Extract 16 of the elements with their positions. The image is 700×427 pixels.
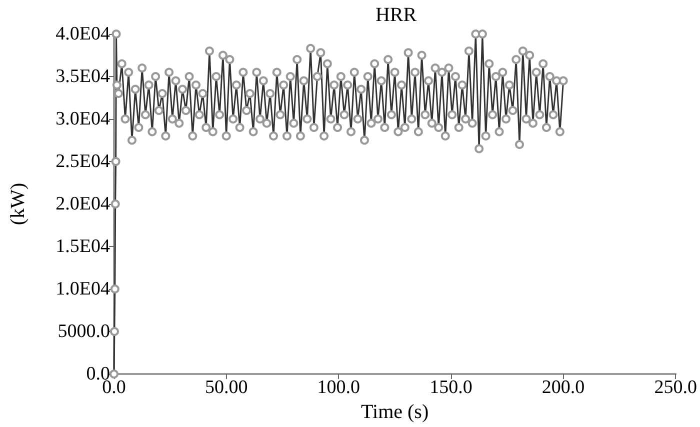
y-tick-label: 3.5E04 — [56, 66, 110, 87]
y-tick-label: 1.0E04 — [56, 278, 110, 300]
y-tick-label: 4.0E04 — [56, 24, 110, 44]
x-tick-label: 200.0 — [542, 377, 585, 398]
x-tick-label: 250.0 — [654, 377, 697, 398]
x-tick-label: 100.0 — [317, 377, 360, 398]
y-tick-label: 2.5E04 — [56, 151, 110, 172]
y-tick-label: 5000.0 — [58, 321, 110, 342]
x-axis-title: Time (s) — [361, 400, 429, 423]
y-tick-label: 2.0E04 — [56, 194, 110, 214]
chart-title: HRR — [375, 4, 418, 26]
y-tick-label: 3.0E04 — [56, 108, 110, 130]
x-tick-label: 50.00 — [204, 377, 248, 398]
x-tick-label: 150.0 — [430, 377, 472, 398]
y-axis-title: (kW) — [7, 182, 29, 226]
y-tick-label: 1.5E04 — [56, 236, 110, 257]
